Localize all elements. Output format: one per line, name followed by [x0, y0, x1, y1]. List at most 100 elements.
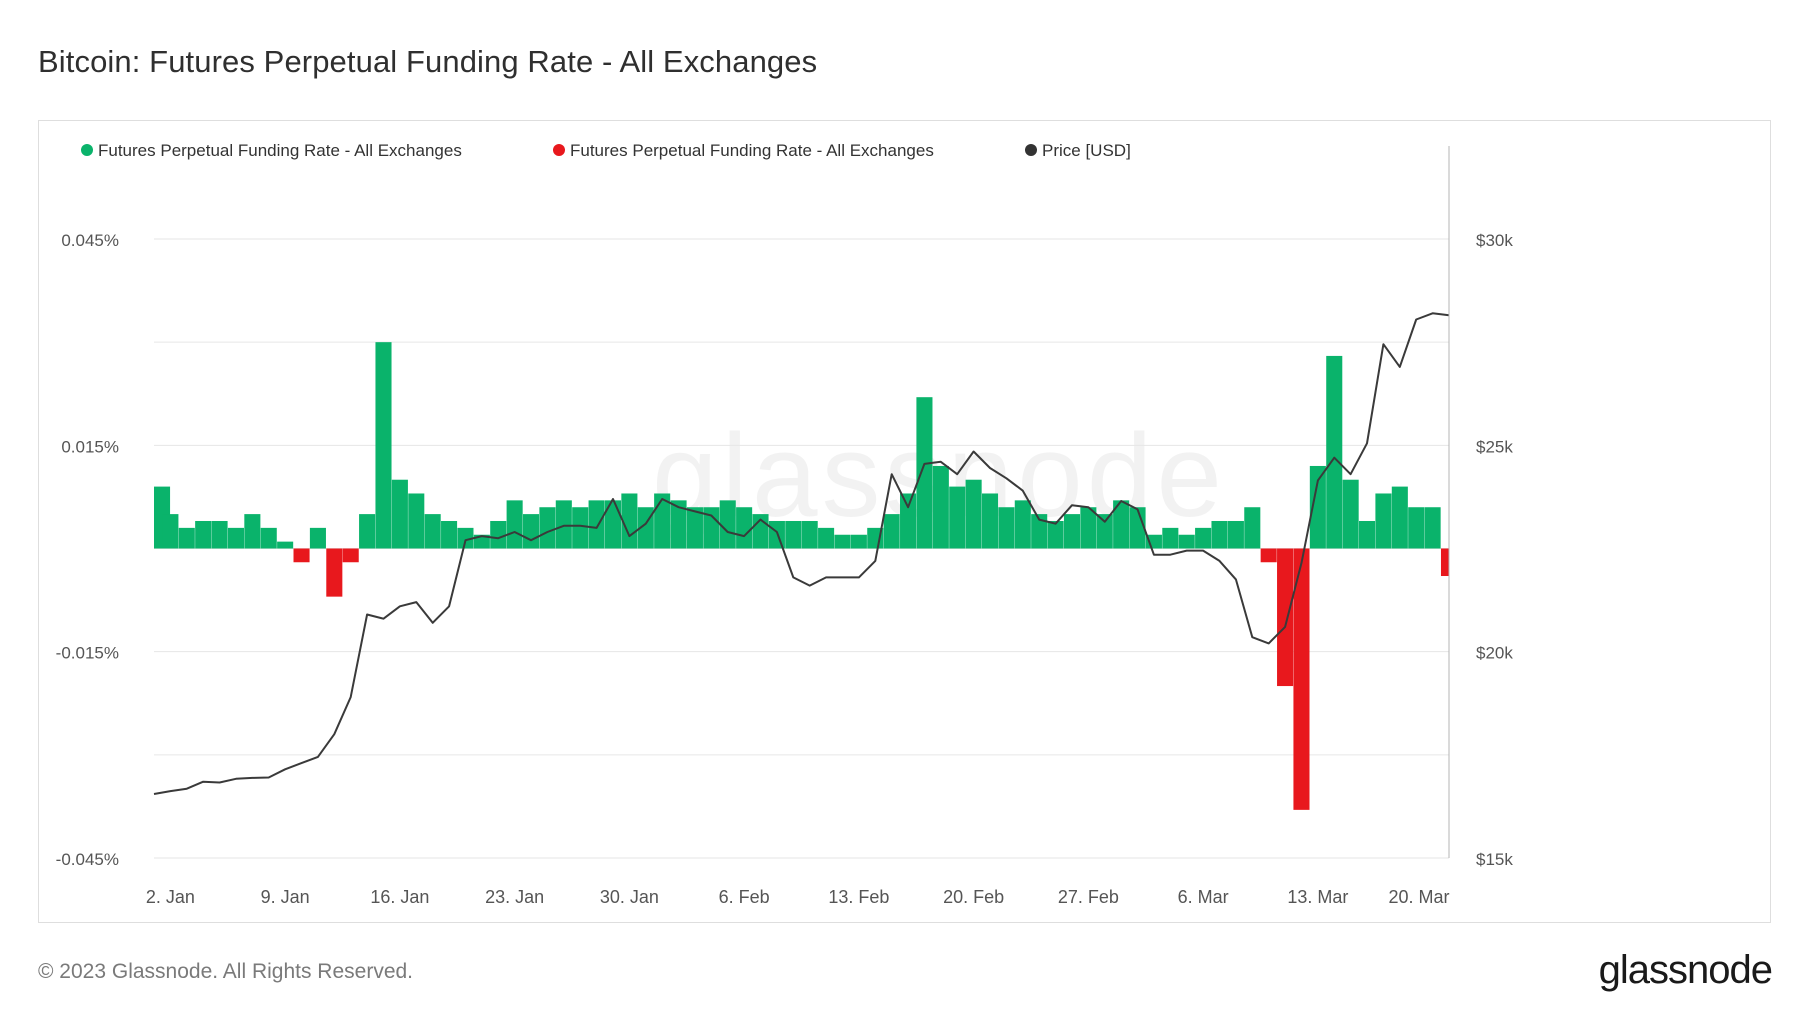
funding-bar-positive [604, 500, 622, 549]
funding-bar-positive [1424, 507, 1441, 549]
funding-bar-positive [883, 514, 900, 549]
x-tick-label: 30. Jan [600, 887, 659, 907]
funding-bar-positive [1195, 527, 1212, 549]
legend-item-label[interactable]: Price [USD] [1042, 141, 1131, 160]
y-right-tick-label: $20k [1476, 644, 1513, 663]
funding-bar-positive [391, 479, 408, 549]
legend-marker[interactable] [1025, 144, 1037, 156]
axis-layer: 0.045% 0.015% -0.015% -0.045% $30k $25k $20k $1… [56, 146, 1513, 907]
funding-bar-positive [309, 527, 326, 549]
funding-rate-bars [154, 342, 1449, 810]
funding-bar-positive [703, 507, 720, 549]
x-tick-label: 23. Jan [485, 887, 544, 907]
funding-bar-positive [424, 514, 441, 549]
funding-bar-positive [785, 520, 802, 549]
y-right-tick-label: $25k [1476, 437, 1513, 456]
x-tick-label: 16. Jan [370, 887, 429, 907]
funding-bar-negative [1440, 548, 1449, 577]
funding-bar-positive [1178, 534, 1195, 549]
funding-bar-positive [1113, 500, 1130, 549]
legend-marker[interactable] [81, 144, 93, 156]
funding-bar-negative [342, 548, 359, 563]
funding-bar-positive [162, 514, 179, 549]
y-right-tick-label: $30k [1476, 231, 1513, 250]
funding-bar-positive [244, 514, 261, 549]
funding-bar-positive [441, 520, 458, 549]
funding-bar-positive [457, 527, 474, 549]
funding-bar-positive [1031, 514, 1048, 549]
legend[interactable]: Futures Perpetual Funding Rate - All Exc… [81, 141, 1131, 160]
funding-bar-positive [1080, 507, 1097, 549]
funding-bar-positive [539, 507, 556, 549]
x-tick-label: 20. Mar [1388, 887, 1449, 907]
x-tick-label: 9. Jan [261, 887, 310, 907]
funding-bar-positive [506, 500, 523, 549]
funding-bar-positive [588, 500, 605, 549]
y-right-tick-label: $15k [1476, 850, 1513, 869]
x-tick-label: 13. Mar [1287, 887, 1348, 907]
funding-bar-negative [293, 548, 310, 563]
funding-bar-positive [1162, 527, 1179, 549]
funding-bar-positive [555, 500, 572, 549]
funding-bar-positive [211, 520, 228, 549]
funding-bar-positive [1063, 514, 1081, 549]
copyright-text: © 2023 Glassnode. All Rights Reserved. [38, 960, 414, 983]
funding-bar-negative [326, 548, 343, 597]
funding-bar-positive [260, 527, 277, 549]
funding-bar-positive [1014, 500, 1031, 549]
funding-bar-positive [1342, 479, 1359, 549]
funding-bar-positive [1244, 507, 1261, 549]
x-tick-label: 6. Feb [719, 887, 770, 907]
x-tick-label: 13. Feb [828, 887, 889, 907]
x-tick-label: 20. Feb [943, 887, 1004, 907]
funding-bar-positive [195, 520, 212, 549]
funding-bar-positive [1375, 493, 1392, 549]
y-left-tick-label: 0.015% [61, 437, 119, 456]
legend-item-label[interactable]: Futures Perpetual Funding Rate - All Exc… [570, 141, 934, 160]
funding-bar-positive [801, 520, 818, 549]
funding-bar-positive [654, 493, 671, 549]
funding-bar-positive [965, 479, 982, 549]
price-line-layer [153, 312, 1450, 795]
funding-bar-positive [1326, 355, 1343, 549]
y-left-tick-label: -0.045% [56, 850, 119, 869]
funding-bar-positive [1309, 465, 1326, 549]
funding-bar-positive [359, 514, 376, 549]
funding-bar-positive [998, 507, 1015, 549]
funding-bar-positive [1391, 486, 1408, 549]
chart-svg: glassnode 0.045%0.015%-0.015%-0.045%$30k… [56, 141, 1514, 907]
funding-bar-positive [572, 507, 589, 549]
funding-bar-positive [227, 527, 244, 549]
funding-bar-positive [277, 541, 294, 549]
x-tick-label: 2. Jan [146, 887, 195, 907]
chart-frame: glassnode 0.045%0.015%-0.015%-0.045%$30k… [38, 120, 1771, 923]
funding-bar-positive [1408, 507, 1425, 549]
funding-bar-negative [1260, 548, 1277, 563]
funding-bar-positive [686, 507, 703, 549]
funding-bar-positive [916, 397, 933, 549]
funding-bar-positive [621, 493, 638, 549]
funding-bar-positive [949, 486, 966, 549]
brand-logo: glassnode [1598, 948, 1773, 992]
legend-item-label[interactable]: Futures Perpetual Funding Rate - All Exc… [98, 141, 462, 160]
funding-bar-negative [1277, 548, 1294, 687]
funding-bar-positive [1227, 520, 1244, 549]
price-line [153, 312, 1450, 795]
funding-bar-positive [932, 465, 949, 549]
funding-bar-positive [981, 493, 999, 549]
funding-bar-negative [1293, 548, 1310, 810]
x-tick-label: 27. Feb [1058, 887, 1119, 907]
x-tick-label: 6. Mar [1178, 887, 1229, 907]
funding-bar-positive [670, 500, 687, 549]
y-left-tick-label: 0.045% [61, 231, 119, 250]
funding-bar-positive [1359, 520, 1376, 549]
funding-bar-positive [1129, 507, 1146, 549]
funding-bar-positive [490, 520, 507, 549]
funding-bar-positive [818, 527, 835, 549]
funding-bar-positive [178, 527, 195, 549]
funding-bar-positive [1096, 514, 1113, 549]
funding-bar-positive [522, 514, 540, 549]
legend-marker[interactable] [553, 144, 565, 156]
funding-bar-positive [850, 534, 867, 549]
funding-bar-positive [1047, 520, 1064, 549]
